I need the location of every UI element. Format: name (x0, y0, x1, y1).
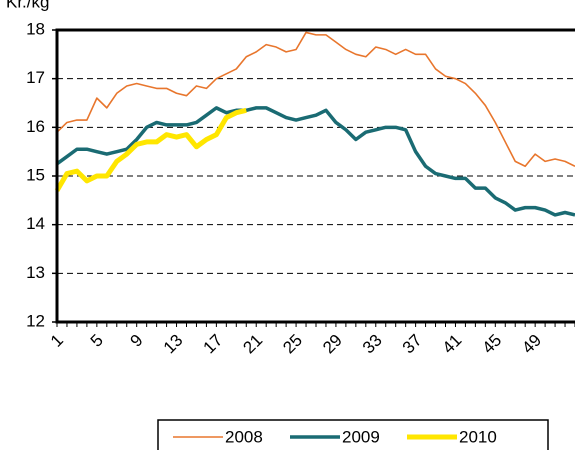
y-tick-label: 13 (26, 263, 45, 282)
x-tick-label: 9 (127, 331, 147, 351)
legend-label: 2010 (459, 427, 497, 446)
legend-label: 2009 (342, 427, 380, 446)
x-tick-label: 29 (319, 331, 346, 358)
x-tick-label: 25 (279, 331, 306, 358)
series-line (54, 107, 247, 192)
y-tick-label: 15 (26, 165, 45, 184)
series-line (56, 31, 575, 168)
x-tick-label: 13 (160, 331, 187, 358)
x-tick-label: 49 (518, 331, 545, 358)
legend-box (157, 419, 549, 450)
series-line (55, 106, 575, 217)
x-tick-label: 45 (478, 331, 505, 358)
x-tick-label: 37 (399, 331, 426, 358)
y-tick-label: 17 (26, 68, 45, 87)
x-tick-label: 33 (359, 331, 386, 358)
x-tick-label: 17 (200, 331, 227, 358)
y-tick-label: 12 (26, 311, 45, 330)
x-tick-label: 41 (439, 331, 466, 358)
x-tick-label: 21 (239, 331, 266, 358)
x-tick-label: 5 (87, 331, 107, 351)
y-tick-label: 16 (26, 117, 45, 136)
legend-label: 2008 (225, 427, 263, 446)
y-axis-label: Kr./kg (6, 0, 49, 11)
y-tick-label: 14 (26, 214, 45, 233)
plot-frame (55, 28, 575, 324)
x-tick-label: 1 (47, 331, 67, 351)
y-tick-label: 18 (26, 19, 45, 38)
